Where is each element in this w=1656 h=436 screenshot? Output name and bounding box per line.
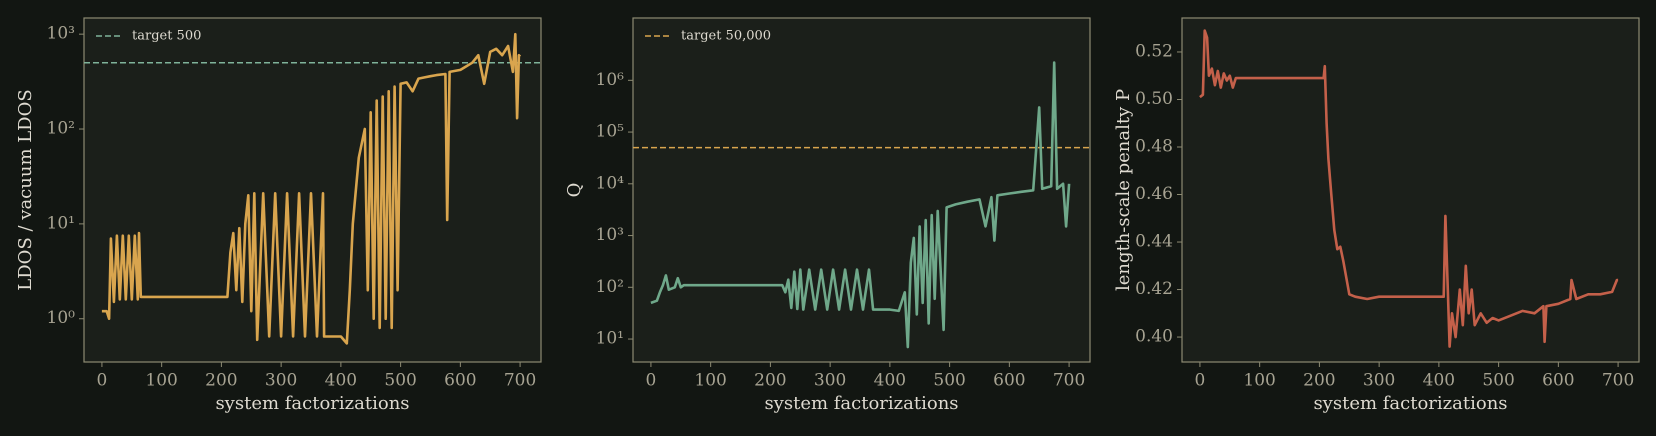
data-line bbox=[101, 32, 522, 345]
plot-area bbox=[1181, 17, 1640, 363]
y-tick-label: 10¹ bbox=[47, 213, 75, 233]
x-tick-label: 400 bbox=[325, 371, 357, 391]
y-tick-label: 0.44 bbox=[1135, 232, 1173, 252]
y-tick-label: 10¹ bbox=[596, 329, 624, 349]
x-tick-label: 200 bbox=[754, 371, 786, 391]
x-tick-label: 200 bbox=[205, 371, 237, 391]
y-tick-label: 10³ bbox=[47, 24, 75, 44]
x-tick-label: 700 bbox=[1602, 371, 1634, 391]
y-tick-label: 10² bbox=[47, 119, 75, 139]
x-tick-label: 700 bbox=[504, 371, 536, 391]
y-tick-label: 0.46 bbox=[1135, 184, 1173, 204]
y-tick-label: 10⁴ bbox=[596, 173, 625, 193]
legend-label: target 500 bbox=[132, 29, 201, 44]
x-tick-label: 600 bbox=[1542, 371, 1574, 391]
panel: 0 100 200 300 400 500 600 700 0.40 0.42 0.44 0.46 0.… bbox=[1113, 17, 1640, 414]
x-tick-label: 300 bbox=[265, 371, 297, 391]
y-tick-label: 10⁰ bbox=[47, 308, 76, 328]
x-tick-label: 600 bbox=[444, 371, 476, 391]
x-axis-label: system factorizations bbox=[764, 393, 958, 414]
data-line bbox=[650, 61, 1071, 349]
x-tick-label: 0 bbox=[1195, 371, 1206, 391]
x-tick-label: 100 bbox=[1243, 371, 1275, 391]
x-tick-label: 500 bbox=[933, 371, 965, 391]
data-line bbox=[1199, 29, 1619, 348]
x-tick-label: 400 bbox=[1423, 371, 1455, 391]
y-tick-label: 10⁵ bbox=[596, 122, 625, 142]
x-tick-label: 700 bbox=[1053, 371, 1085, 391]
y-tick-label: 0.42 bbox=[1135, 279, 1173, 299]
x-tick-label: 200 bbox=[1303, 371, 1335, 391]
y-tick-label: 10² bbox=[596, 277, 624, 297]
y-tick-label: 10³ bbox=[596, 225, 624, 245]
x-axis-label: system factorizations bbox=[215, 393, 409, 414]
plot-area bbox=[83, 17, 542, 363]
x-axis-label: system factorizations bbox=[1313, 393, 1507, 414]
panel: 0 100 200 300 400 500 600 700 10¹ 10² 10³ 10⁴ 10⁵ 10⁶… bbox=[564, 17, 1091, 414]
x-tick-label: 500 bbox=[1482, 371, 1514, 391]
y-axis-label: length-scale penalty P bbox=[1113, 89, 1134, 291]
panel: 0 100 200 300 400 500 600 700 10⁰ 10¹ 10² 10³ system… bbox=[15, 17, 542, 414]
x-tick-label: 400 bbox=[874, 371, 906, 391]
x-tick-label: 0 bbox=[97, 371, 108, 391]
x-tick-label: 100 bbox=[694, 371, 726, 391]
y-tick-label: 0.52 bbox=[1135, 41, 1173, 61]
y-tick-label: 0.50 bbox=[1135, 89, 1173, 109]
plot-area bbox=[632, 17, 1091, 363]
x-tick-label: 600 bbox=[993, 371, 1025, 391]
y-tick-label: 10⁶ bbox=[596, 70, 625, 90]
y-axis-label: Q bbox=[564, 183, 585, 198]
y-tick-label: 0.48 bbox=[1135, 137, 1173, 157]
x-tick-label: 300 bbox=[1363, 371, 1395, 391]
x-tick-label: 500 bbox=[384, 371, 416, 391]
legend-label: target 50,000 bbox=[681, 29, 771, 44]
x-tick-label: 0 bbox=[646, 371, 657, 391]
x-tick-label: 300 bbox=[814, 371, 846, 391]
y-tick-label: 0.40 bbox=[1135, 327, 1173, 347]
x-tick-label: 100 bbox=[145, 371, 177, 391]
y-axis-label: LDOS / vacuum LDOS bbox=[15, 89, 36, 290]
